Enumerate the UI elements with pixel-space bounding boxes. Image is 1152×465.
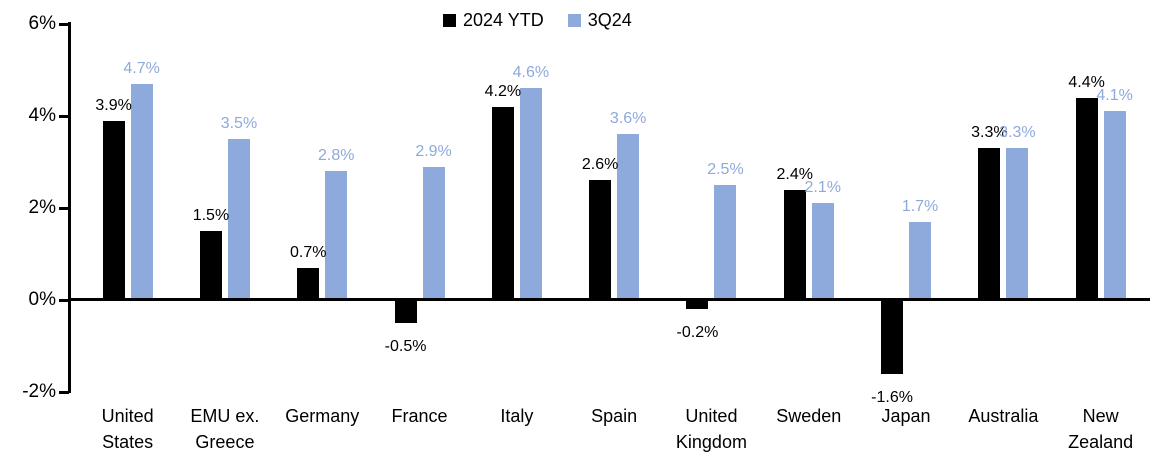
bar-3q24 [227,139,250,300]
bar-3q24 [130,83,153,300]
value-label-3q24: 1.7% [901,197,939,215]
value-label-3q24: 3.3% [999,124,1036,142]
value-label-2024-ytd: 0.7% [290,243,327,261]
value-label-2024-ytd: 4.4% [1068,73,1105,91]
bar-2024-ytd [394,300,417,323]
y-axis-tick-label: 0% [28,289,56,310]
y-axis-tick-label: 4% [28,105,56,126]
category-label: United Kingdom [675,406,747,452]
bar-2024-ytd [102,120,125,300]
category-label: Italy [500,406,534,426]
bar-3q24 [1103,111,1126,300]
y-axis-tick [59,22,69,26]
y-axis-tick-label: -2% [22,381,56,402]
value-label-3q24: 3.6% [609,110,647,128]
y-axis-tick-label: 2% [28,197,56,218]
bar-3q24 [519,88,542,300]
bar-3q24 [714,185,737,300]
category-label: New Zealand [1068,406,1134,452]
bar-3q24 [1006,148,1029,300]
value-label-3q24: 4.7% [123,59,160,77]
legend: 2024 YTD 3Q24 [443,10,632,31]
category-label: France [391,406,448,426]
bar-2024-ytd [297,267,320,300]
value-label-3q24: 2.8% [318,147,355,165]
bar-3q24 [811,203,834,300]
y-axis-tick-label: 6% [28,13,56,34]
bar-3q24 [422,166,445,300]
value-label-2024-ytd: 3.9% [95,96,132,114]
y-axis-tick [59,390,69,394]
value-label-3q24: 2.9% [415,142,452,160]
bar-3q24 [325,171,348,300]
y-axis-line [68,22,71,393]
category-label: United States [101,406,154,452]
value-label-2024-ytd: -1.6% [871,388,913,406]
value-label-2024-ytd: 3.3% [971,124,1008,142]
category-label: Australia [968,406,1039,426]
legend-label-3q24: 3Q24 [587,10,632,30]
legend-swatch-3q24 [567,14,581,27]
value-label-3q24: 2.1% [804,179,841,197]
value-label-2024-ytd: 2.4% [776,165,813,183]
bar-2024-ytd [881,300,904,374]
value-label-3q24: 4.1% [1096,87,1133,105]
bar-2024-ytd [491,106,514,300]
legend-item-3q24: 3Q24 [567,10,632,31]
legend-label-2024-ytd: 2024 YTD [463,10,544,30]
value-label-2024-ytd: -0.2% [676,324,719,342]
category-label: Spain [591,406,638,426]
bar-2024-ytd [199,231,222,300]
y-axis-tick [59,114,69,118]
category-label: Japan [881,406,931,426]
bar-2024-ytd [589,180,612,300]
value-label-3q24: 4.6% [512,64,550,82]
y-axis-tick [59,206,69,210]
value-label-2024-ytd: -0.5% [384,338,427,355]
category-label: EMU ex. Greece [190,406,260,452]
value-label-2024-ytd: 2.6% [581,156,619,174]
value-label-2024-ytd: 1.5% [192,207,230,224]
bar-2024-ytd [783,189,806,300]
bar-3q24 [617,134,640,300]
x-axis-zero-line [68,298,1150,301]
legend-item-2024-ytd: 2024 YTD [443,10,544,31]
bar-3q24 [909,221,932,300]
category-label: Germany [285,406,360,426]
value-label-3q24: 2.5% [707,161,744,178]
category-label: Sweden [776,406,842,426]
bar-2024-ytd [1075,97,1098,300]
bar-2024-ytd [978,148,1001,300]
value-label-3q24: 3.5% [220,115,258,132]
y-axis-tick [59,298,69,302]
legend-swatch-2024-ytd [443,14,456,27]
value-label-2024-ytd: 4.2% [484,82,522,100]
bar-2024-ytd [686,300,709,310]
